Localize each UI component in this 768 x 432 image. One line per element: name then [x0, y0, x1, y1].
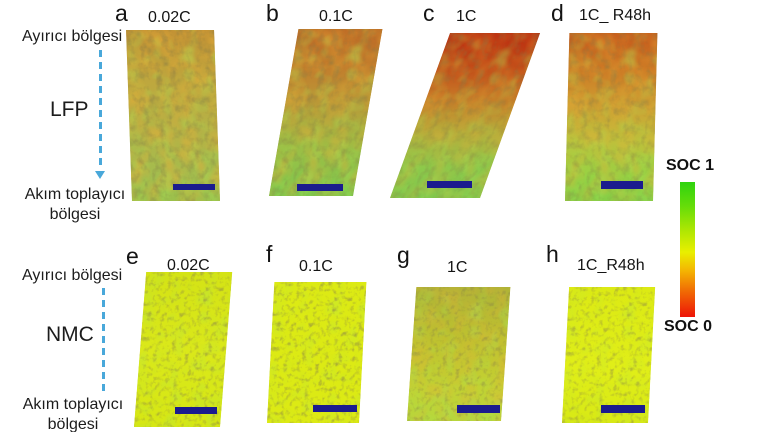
panel-letter-b: b — [266, 0, 279, 26]
collector-region-label-lfp: Akım toplayıcı bölgesi — [24, 186, 126, 223]
soc-colorbar-top-label: SOC 1 — [666, 157, 715, 174]
scale-bar-h — [601, 405, 645, 413]
soc-map-image-b — [269, 29, 383, 196]
panel-letter-a: a — [115, 0, 128, 26]
soc-map-texture-h — [562, 287, 656, 423]
panel-rate-e: 0.02C — [167, 257, 210, 274]
soc-map-texture-b — [269, 29, 383, 196]
soc-map-texture-c — [390, 33, 541, 198]
separator-region-label-lfp: Ayırıcı bölgesi — [22, 28, 123, 45]
panel-rate-h: 1C_R48h — [577, 257, 645, 274]
separator-region-label-nmc: Ayırıcı bölgesi — [22, 267, 123, 284]
panel-rate-d: 1C_ R48h — [579, 7, 652, 24]
soc-colorbar-bottom-label: SOC 0 — [664, 318, 713, 335]
panel-letter-g: g — [397, 242, 410, 268]
panel-rate-b: 0.1C — [319, 8, 353, 25]
arrow-head-icon — [95, 171, 105, 179]
scale-bar-c — [427, 181, 472, 188]
panel-letter-d: d — [551, 0, 564, 26]
panel-letter-c: c — [423, 0, 435, 26]
soc-map-image-g — [407, 287, 511, 421]
soc-map-image-h — [562, 287, 656, 423]
soc-map-texture-e — [134, 272, 233, 427]
panel-letter-e: e — [126, 243, 139, 269]
scale-bar-g — [457, 405, 500, 413]
panel-letter-f: f — [266, 241, 273, 267]
panel-letter-h: h — [546, 241, 559, 267]
panel-rate-g: 1C — [447, 259, 468, 276]
separator-to-collector-arrow-lfp — [99, 50, 102, 170]
soc-map-image-e — [134, 272, 233, 427]
soc-map-image-a — [126, 30, 220, 201]
panel-rate-a: 0.02C — [148, 9, 191, 26]
soc-map-texture-g — [407, 287, 511, 421]
material-label-nmc: NMC — [46, 323, 94, 346]
scale-bar-f — [313, 405, 357, 412]
scale-bar-a — [173, 184, 215, 190]
soc-map-texture-d — [565, 33, 658, 201]
soc-map-image-d — [565, 33, 658, 201]
panel-rate-c: 1C — [456, 8, 477, 25]
scale-bar-b — [297, 184, 343, 191]
separator-to-collector-arrow-nmc — [102, 288, 105, 394]
scale-bar-e — [175, 407, 217, 414]
soc-colorbar — [680, 182, 695, 317]
scale-bar-d — [601, 181, 643, 189]
soc-map-texture-f — [267, 282, 367, 423]
material-label-lfp: LFP — [50, 98, 89, 121]
soc-map-image-c — [390, 33, 541, 198]
collector-region-label-nmc: Akım toplayıcı bölgesi — [22, 396, 124, 432]
soc-map-texture-a — [126, 30, 220, 201]
soc-map-image-f — [267, 282, 367, 423]
panel-rate-f: 0.1C — [299, 258, 333, 275]
